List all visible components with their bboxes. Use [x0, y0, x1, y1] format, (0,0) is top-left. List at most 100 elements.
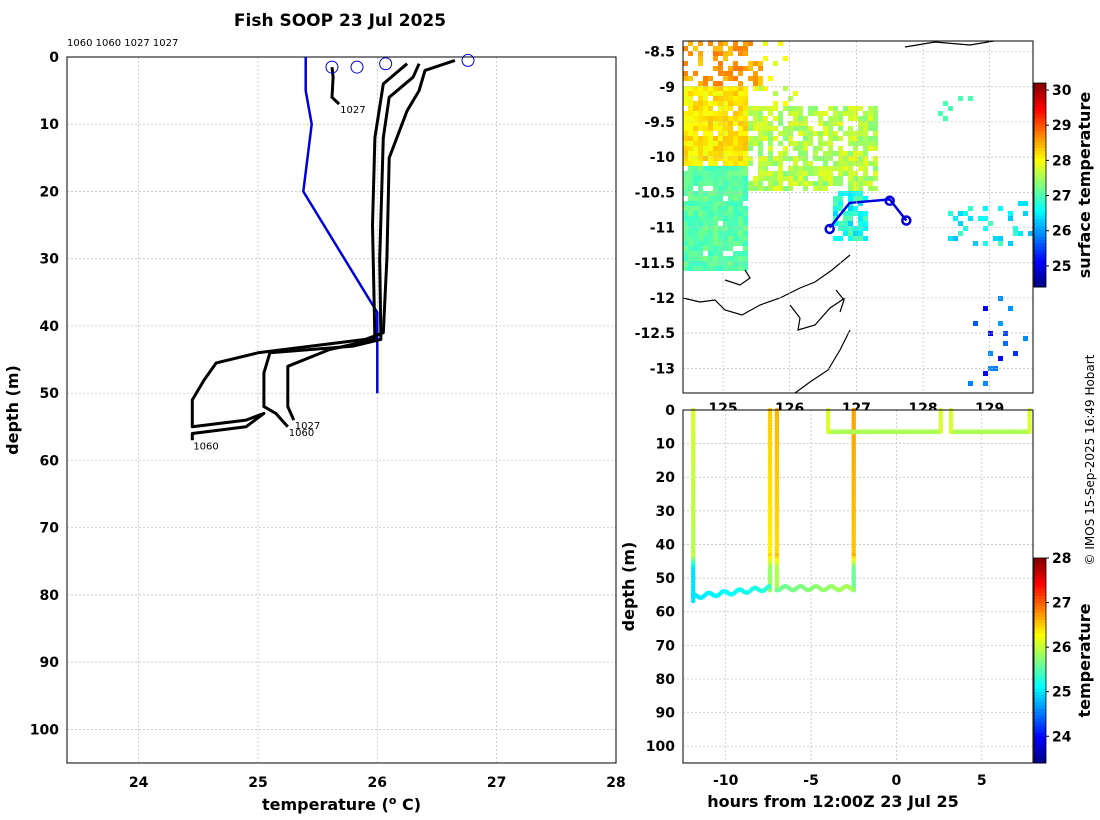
sst-cell	[748, 141, 753, 146]
sst-cell	[728, 161, 733, 166]
sst-cell	[723, 41, 728, 46]
map-colorbar-band	[1034, 171, 1046, 176]
sst-cell	[748, 61, 753, 66]
y-tick-label: 100	[30, 722, 59, 738]
sst-cells	[683, 41, 1033, 393]
sst-cell	[693, 251, 698, 256]
map-colorbar-band	[1034, 191, 1046, 196]
sst-cell	[688, 106, 693, 111]
sst-cell	[773, 161, 778, 166]
sst-cell	[723, 71, 728, 76]
sst-cell	[723, 76, 728, 81]
y-tick-label: 80	[40, 588, 60, 604]
sst-cell	[728, 216, 733, 221]
sst-cell	[713, 221, 718, 226]
sst-cell	[683, 226, 688, 231]
map-colorbar-band	[1034, 127, 1046, 132]
sst-cell	[863, 221, 868, 226]
sst-cell	[738, 146, 743, 151]
sst-cell	[713, 116, 718, 121]
sst-cell	[1003, 341, 1008, 346]
sst-cell	[718, 101, 723, 106]
sst-cell	[733, 101, 738, 106]
sst-cell	[738, 136, 743, 141]
sst-cell	[708, 91, 713, 96]
sst-cell	[703, 131, 708, 136]
sst-cell	[688, 51, 693, 56]
sst-cell	[803, 176, 808, 181]
section-colorbar-band	[1034, 667, 1046, 672]
sst-cell	[688, 121, 693, 126]
sst-cell	[988, 366, 993, 371]
sst-cell	[998, 236, 1003, 241]
sst-cell	[763, 131, 768, 136]
map-colorbar-band	[1034, 103, 1046, 108]
sst-cell	[798, 106, 803, 111]
sst-cell	[743, 126, 748, 131]
sst-cell	[738, 66, 743, 71]
sst-cell	[698, 221, 703, 226]
sst-cell	[868, 126, 873, 131]
sst-cell	[718, 216, 723, 221]
sst-cell	[1018, 201, 1023, 206]
sst-cell	[823, 181, 828, 186]
sst-cell	[713, 266, 718, 271]
sst-cell	[713, 231, 718, 236]
sst-cell	[783, 176, 788, 181]
sst-cell	[968, 216, 973, 221]
sst-cell	[718, 261, 723, 266]
sst-cell	[728, 106, 733, 111]
sst-cell	[758, 76, 763, 81]
sst-cell	[848, 171, 853, 176]
sst-cell	[733, 76, 738, 81]
sst-cell	[688, 91, 693, 96]
sst-cell	[688, 156, 693, 161]
sst-cell	[838, 116, 843, 121]
series-label-profile-1027-b: 1027	[340, 105, 365, 116]
section-colorbar-band	[1034, 568, 1046, 573]
sst-cell	[683, 86, 688, 91]
sst-cell	[793, 116, 798, 121]
sst-cell	[698, 96, 703, 101]
sst-cell	[743, 241, 748, 246]
sst-cell	[683, 141, 688, 146]
sst-cell	[738, 126, 743, 131]
sst-cell	[848, 191, 853, 196]
sst-cell	[698, 191, 703, 196]
sst-cell	[723, 101, 728, 106]
sst-cell	[728, 86, 733, 91]
series-line-climatology	[302, 57, 379, 394]
map-colorbar-band	[1034, 246, 1046, 251]
sst-cell	[718, 151, 723, 156]
sst-cell	[1023, 336, 1028, 341]
map-colorbar-band	[1034, 205, 1046, 210]
sst-cell	[738, 151, 743, 156]
sst-cell	[818, 146, 823, 151]
map-colorbar-band	[1034, 134, 1046, 138]
sst-cell	[833, 116, 838, 121]
sst-cell	[833, 236, 838, 241]
section-colorbar-band	[1034, 759, 1046, 764]
sst-cell	[683, 146, 688, 151]
sst-cell	[708, 131, 713, 136]
sst-cell	[843, 211, 848, 216]
sst-cell	[758, 156, 763, 161]
sst-cell	[793, 176, 798, 181]
section-background	[683, 410, 1033, 763]
section-colorbar-band	[1034, 674, 1046, 679]
sst-cell	[713, 171, 718, 176]
sst-cell	[868, 106, 873, 111]
sst-cell	[743, 66, 748, 71]
map-colorbar-band	[1034, 253, 1046, 257]
map-colorbar-band	[1034, 117, 1046, 121]
sst-cell	[683, 256, 688, 261]
sst-cell	[868, 181, 873, 186]
sst-cell	[783, 86, 788, 91]
sst-cell	[743, 151, 748, 156]
sst-cell	[788, 166, 793, 171]
sst-cell	[728, 166, 733, 171]
sst-cell	[708, 241, 713, 246]
sst-cell	[738, 116, 743, 121]
sst-cell	[698, 81, 703, 86]
sst-cell	[858, 131, 863, 136]
